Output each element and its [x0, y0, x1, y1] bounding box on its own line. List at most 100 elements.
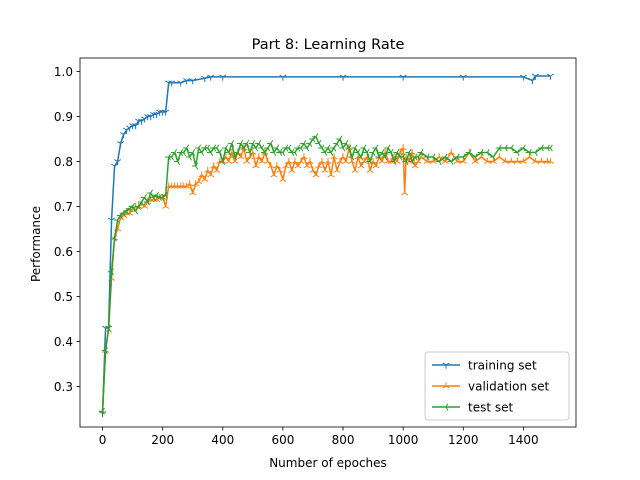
data-point	[495, 153, 503, 160]
data-point	[225, 148, 232, 157]
data-point	[279, 175, 287, 182]
data-point	[447, 157, 454, 166]
data-point	[543, 157, 551, 164]
data-point	[408, 157, 415, 166]
data-point	[531, 73, 539, 80]
data-point	[171, 182, 179, 189]
data-point	[168, 182, 176, 189]
x-axis: 0 200 400 600 800 1000 1200 1400	[99, 427, 539, 447]
data-point	[546, 73, 554, 80]
data-point	[207, 171, 215, 178]
x-tick-label: 600	[271, 433, 294, 447]
data-point	[101, 346, 108, 355]
data-point	[285, 144, 292, 152]
data-point	[531, 148, 538, 157]
data-point	[300, 139, 307, 148]
data-point	[483, 148, 490, 157]
data-point	[354, 148, 361, 157]
data-point	[357, 153, 364, 161]
data-point	[417, 148, 424, 157]
data-point	[435, 157, 442, 166]
x-tick-label: 0	[99, 433, 107, 447]
data-point	[273, 144, 280, 152]
data-point	[159, 109, 167, 116]
legend-item: validation set	[432, 379, 550, 393]
data-point	[321, 148, 328, 157]
data-point	[366, 157, 373, 166]
plot-area	[79, 57, 577, 428]
data-point	[237, 153, 245, 160]
data-point	[203, 144, 211, 152]
legend-item: training set	[432, 358, 537, 372]
data-point	[261, 148, 268, 157]
data-point	[330, 153, 338, 160]
data-point	[525, 148, 532, 157]
data-point	[546, 157, 554, 164]
y-tick-label: 0.7	[54, 200, 73, 214]
data-point	[477, 148, 484, 157]
data-point	[351, 144, 358, 152]
data-point	[507, 144, 514, 152]
data-point	[182, 144, 190, 152]
x-tick-label: 400	[211, 433, 234, 447]
data-point	[137, 198, 144, 206]
x-tick-label: 1400	[508, 433, 539, 447]
data-point	[128, 202, 135, 211]
data-point	[327, 148, 334, 157]
data-point	[423, 153, 430, 161]
data-point	[429, 157, 437, 164]
data-point	[312, 171, 320, 178]
data-point	[453, 153, 460, 161]
data-point	[477, 153, 485, 160]
legend-label: validation set	[468, 379, 550, 393]
data-point	[270, 171, 278, 178]
data-point	[318, 144, 325, 152]
series-training-set	[99, 73, 554, 418]
legend-label: test set	[468, 400, 513, 414]
data-point	[519, 157, 527, 164]
legend-box	[424, 351, 570, 421]
data-point	[519, 74, 527, 81]
data-point	[321, 166, 329, 173]
x-axis-label: Number of epoches	[269, 456, 387, 470]
data-point	[384, 144, 391, 152]
data-point	[165, 80, 173, 87]
data-point	[399, 153, 406, 161]
data-point	[219, 74, 227, 81]
data-point	[249, 148, 257, 155]
data-point	[324, 157, 332, 164]
data-point	[501, 144, 508, 152]
data-point	[146, 189, 153, 197]
legend-label: training set	[468, 358, 537, 372]
data-point	[393, 148, 400, 157]
data-point	[222, 144, 229, 152]
data-point	[189, 189, 197, 196]
data-point	[327, 171, 335, 178]
data-point	[107, 268, 114, 276]
data-point	[537, 144, 544, 152]
data-point	[342, 139, 349, 148]
y-tick-label: 0.9	[54, 110, 73, 124]
data-point	[459, 74, 467, 81]
data-point	[231, 153, 238, 161]
data-point	[180, 182, 188, 189]
data-point	[114, 159, 122, 166]
data-point	[360, 144, 367, 152]
plot-frame	[79, 57, 577, 428]
data-point	[252, 162, 260, 169]
data-point	[345, 144, 352, 152]
data-point	[234, 148, 241, 157]
legend-marker	[442, 382, 450, 389]
y-tick-label: 0.6	[54, 245, 73, 259]
data-point	[174, 182, 182, 189]
data-point	[333, 166, 341, 173]
data-point	[435, 153, 443, 160]
x-tick-label: 800	[332, 433, 355, 447]
chart-title: Part 8: Learning Rate	[252, 37, 405, 53]
data-point	[117, 141, 125, 148]
data-point	[237, 139, 244, 148]
data-point	[207, 74, 215, 81]
data-point	[348, 153, 355, 161]
data-point	[131, 207, 138, 215]
data-point	[495, 144, 502, 152]
